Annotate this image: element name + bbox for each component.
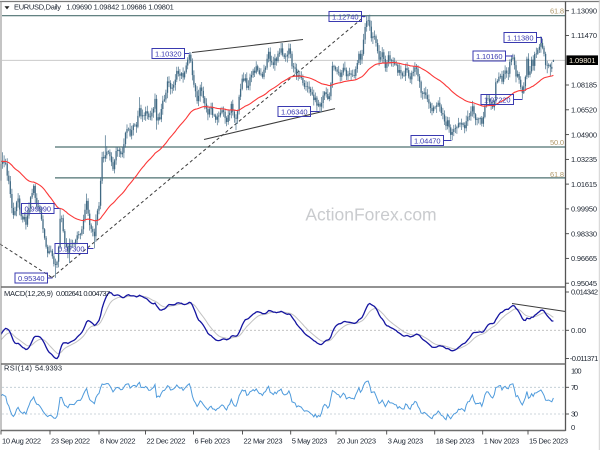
svg-text:MACD(12,26,9): MACD(12,26,9): [4, 289, 54, 298]
svg-text:1.10320: 1.10320: [155, 49, 182, 58]
svg-text:1.08185: 1.08185: [571, 81, 597, 90]
svg-text:15 Dec 2023: 15 Dec 2023: [529, 437, 568, 446]
svg-text:54.9393: 54.9393: [35, 363, 62, 372]
svg-text:0.00: 0.00: [571, 326, 586, 335]
svg-text:1.06520: 1.06520: [571, 106, 597, 115]
svg-text:0.98330: 0.98330: [571, 229, 597, 238]
svg-text:20 Jun 2023: 20 Jun 2023: [337, 437, 376, 446]
svg-text:RSI(14): RSI(14): [4, 363, 33, 372]
svg-text:1.11470: 1.11470: [571, 31, 597, 40]
svg-text:ActionForex.com: ActionForex.com: [305, 205, 436, 225]
svg-text:70: 70: [571, 383, 578, 392]
svg-text:10 Aug 2022: 10 Aug 2022: [2, 437, 41, 446]
svg-text:50.0: 50.0: [550, 138, 564, 147]
svg-text:1.06340: 1.06340: [281, 107, 308, 116]
svg-text:1.12740: 1.12740: [332, 12, 359, 21]
svg-text:100: 100: [571, 367, 582, 376]
svg-text:1.09801: 1.09801: [569, 56, 596, 65]
svg-text:1 Nov 2023: 1 Nov 2023: [484, 437, 520, 446]
svg-text:8 Nov 2022: 8 Nov 2022: [100, 437, 136, 446]
svg-text:1.11380: 1.11380: [507, 33, 534, 42]
svg-text:3 Aug 2023: 3 Aug 2023: [388, 437, 424, 446]
svg-text:1.04470: 1.04470: [414, 136, 441, 145]
svg-text:0.99990: 0.99990: [25, 204, 52, 213]
svg-text:0.002641 0.004737: 0.002641 0.004737: [56, 289, 110, 298]
svg-text:18 Sep 2023: 18 Sep 2023: [436, 437, 475, 446]
svg-text:0.96665: 0.96665: [571, 254, 597, 263]
svg-text:1.13090: 1.13090: [571, 6, 597, 15]
svg-text:0.99950: 0.99950: [571, 205, 597, 214]
svg-text:0.95340: 0.95340: [18, 274, 45, 283]
svg-text:30: 30: [571, 410, 578, 419]
svg-text:0.97300: 0.97300: [58, 244, 85, 253]
svg-text:5 May 2023: 5 May 2023: [292, 437, 328, 446]
svg-text:0.014342: 0.014342: [571, 288, 598, 297]
svg-text:61.8: 61.8: [550, 7, 564, 16]
svg-text:1.07220: 1.07220: [484, 95, 511, 104]
svg-text:1.09690 1.09842 1.09686 1.0980: 1.09690 1.09842 1.09686 1.09801: [66, 2, 174, 11]
svg-text:1.01615: 1.01615: [571, 180, 597, 189]
svg-text:1.04900: 1.04900: [571, 130, 597, 139]
svg-text:23 Sep 2022: 23 Sep 2022: [51, 437, 90, 446]
svg-text:22 Dec 2022: 22 Dec 2022: [147, 437, 186, 446]
svg-text:22 Mar 2023: 22 Mar 2023: [244, 437, 283, 446]
svg-text:6 Feb 2023: 6 Feb 2023: [195, 437, 231, 446]
svg-text:-0.011371: -0.011371: [570, 354, 599, 363]
svg-text:61.8: 61.8: [550, 170, 564, 179]
svg-text:1.03235: 1.03235: [571, 155, 597, 164]
svg-text:EURUSD,Daily: EURUSD,Daily: [14, 2, 61, 11]
svg-text:1.10160: 1.10160: [476, 52, 503, 61]
svg-text:0.95045: 0.95045: [571, 279, 597, 288]
svg-text:0: 0: [571, 423, 575, 432]
